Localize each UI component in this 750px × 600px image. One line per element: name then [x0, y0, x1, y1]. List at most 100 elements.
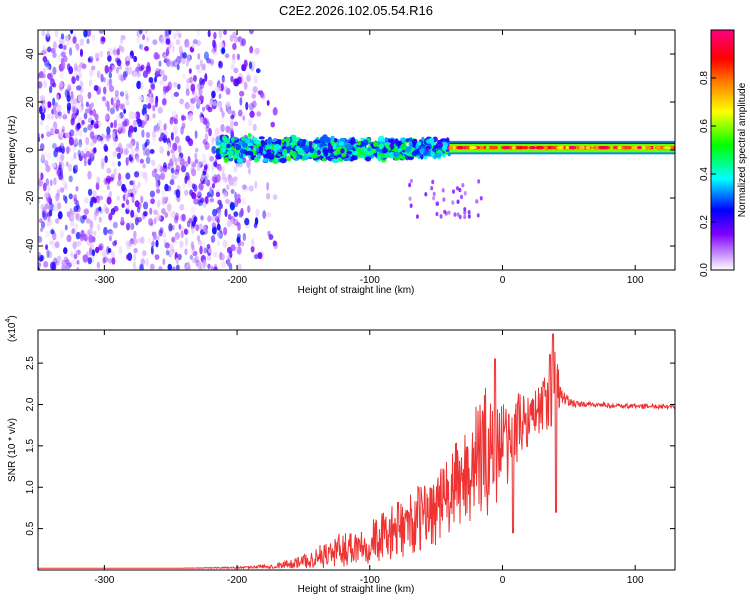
heatmap-cell	[87, 228, 93, 237]
heatmap-cell	[105, 207, 110, 215]
heatmap-cell	[47, 152, 51, 160]
heatmap-cell	[46, 101, 52, 108]
heatmap-cell	[49, 179, 53, 187]
heatmap-cell	[142, 143, 146, 151]
heatmap-cell	[62, 55, 68, 63]
heatmap-cell	[190, 160, 195, 167]
heatmap-cell	[38, 218, 43, 224]
heatmap-cell	[64, 224, 68, 231]
heatmap-cell	[307, 141, 314, 146]
heatmap-cell	[73, 253, 78, 260]
heatmap-cell	[207, 215, 212, 223]
heatmap-cell	[43, 150, 48, 158]
heatmap-cell	[223, 226, 228, 236]
heatmap-cell	[191, 162, 197, 168]
heatmap-cell	[260, 140, 266, 148]
heatmap-cell	[70, 30, 74, 35]
heatmap-cell	[143, 113, 148, 122]
heatmap-cell	[71, 259, 77, 267]
heatmap-cell	[150, 245, 154, 255]
heatmap-cell	[102, 257, 106, 264]
heatmap-cell	[384, 152, 390, 159]
heatmap-cell	[203, 247, 208, 254]
heatmap-cell	[409, 137, 413, 143]
heatmap-cell	[174, 236, 179, 245]
heatmap-cell	[38, 105, 43, 115]
heatmap-cell	[84, 196, 89, 204]
heatmap-cell	[147, 103, 152, 110]
y-axis-label-bottom: SNR (10 * v/v)	[7, 418, 18, 482]
heatmap-cell	[195, 224, 200, 232]
heatmap-cell	[132, 120, 138, 128]
heatmap-cell	[105, 113, 109, 121]
heatmap-cell	[132, 71, 138, 78]
heatmap-cell	[149, 207, 153, 215]
heatmap-cell	[102, 86, 107, 95]
y-axis-top-panel: -40 -20 0 20 40	[25, 48, 675, 253]
heatmap-cell	[73, 249, 78, 256]
heatmap-cell	[156, 188, 161, 194]
heatmap-cell	[221, 172, 226, 181]
heatmap-cell	[94, 210, 100, 216]
heatmap-cell	[62, 180, 67, 186]
heatmap-cell	[98, 30, 105, 34]
heatmap-cell	[59, 230, 64, 239]
heatmap-cell	[61, 264, 67, 270]
heatmap-cell	[336, 157, 343, 162]
heatmap-cell	[388, 151, 395, 159]
heatmap-cell	[150, 83, 156, 91]
heatmap-cell	[71, 105, 77, 114]
heatmap-cell	[162, 258, 166, 266]
heatmap-cell	[54, 147, 60, 152]
heatmap-cell	[125, 99, 130, 106]
heatmap-cell	[213, 266, 218, 270]
heatmap-cell	[162, 53, 167, 60]
heatmap-cell	[569, 146, 577, 150]
heatmap-cell	[83, 208, 89, 215]
heatmap-cell	[122, 149, 128, 155]
heatmap-cell	[38, 132, 41, 141]
heatmap-cell	[238, 140, 243, 146]
heatmap-cell	[268, 234, 274, 241]
heatmap-cell	[46, 249, 50, 259]
heatmap-cell	[166, 185, 172, 192]
heatmap-cell	[52, 205, 59, 213]
heatmap-cell	[244, 217, 250, 226]
heatmap-cell	[154, 173, 161, 182]
heatmap-cell	[76, 213, 81, 222]
heatmap-cell	[362, 139, 369, 146]
heatmap-cell	[126, 244, 130, 250]
heatmap-cell	[67, 83, 71, 89]
heatmap-cell	[200, 116, 204, 124]
heatmap-cell	[133, 171, 140, 178]
heatmap-cell	[44, 102, 49, 109]
heatmap-cell	[234, 191, 238, 200]
heatmap-cell	[39, 227, 44, 233]
heatmap-cell	[377, 135, 385, 143]
heatmap-cell	[194, 152, 198, 160]
heatmap-cell	[149, 149, 155, 154]
heatmap-cell	[511, 146, 516, 150]
heatmap-cell	[452, 189, 456, 194]
heatmap-cell	[63, 44, 67, 51]
heatmap-cell	[432, 191, 436, 197]
heatmap-cell	[222, 176, 226, 183]
y-tick-label: 0	[25, 147, 36, 153]
heatmap-cell	[121, 203, 125, 208]
heatmap-cell	[108, 257, 113, 264]
heatmap-cell	[92, 190, 97, 197]
heatmap-cell	[38, 197, 41, 205]
heatmap-cell	[108, 235, 113, 242]
heatmap-cell	[207, 263, 211, 270]
heatmap-cell	[185, 237, 189, 247]
heatmap-cell	[174, 157, 178, 166]
heatmap-cell	[196, 30, 201, 37]
heatmap-cell	[107, 55, 112, 62]
heatmap-cell	[221, 76, 226, 85]
heatmap-cell	[120, 103, 126, 111]
y-tick-label: 1.0	[25, 480, 36, 494]
heatmap-cell	[71, 209, 76, 216]
heatmap-cell	[157, 163, 163, 172]
heatmap-cell	[197, 191, 202, 198]
heatmap-cell	[436, 201, 440, 206]
